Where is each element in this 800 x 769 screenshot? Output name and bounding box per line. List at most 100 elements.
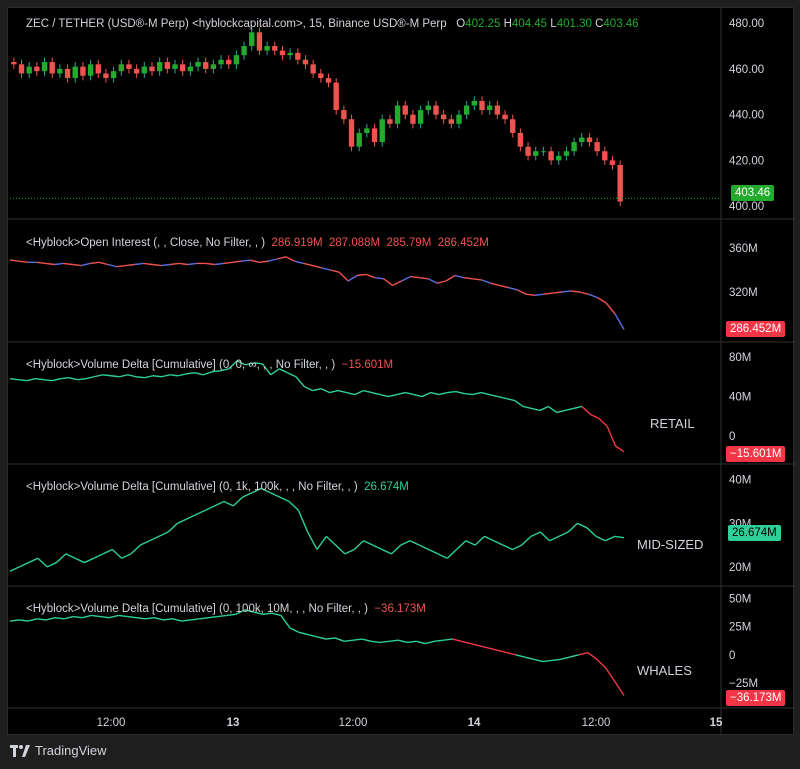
retail-series-segment bbox=[236, 360, 246, 366]
whales-series-segment bbox=[226, 613, 236, 617]
x-axis-tick: 14 bbox=[468, 717, 481, 729]
whales-series-segment bbox=[560, 656, 570, 660]
retail-series-segment bbox=[506, 397, 515, 402]
mid_sized-series-segment bbox=[353, 540, 364, 550]
retail-series-segment bbox=[68, 377, 78, 381]
retail-series-segment bbox=[295, 376, 305, 388]
retail-y-tick: 40M bbox=[729, 392, 751, 404]
whales-legend-title: <Hyblock>Volume Delta [Cumulative] (0, 1… bbox=[26, 603, 368, 615]
whales-series-segment bbox=[172, 618, 182, 622]
retail-series-segment bbox=[253, 362, 263, 365]
candle-body bbox=[180, 64, 186, 72]
retail-y-tick: 0 bbox=[729, 431, 735, 443]
oi-value-4: 286.452M bbox=[437, 237, 489, 249]
whales-series-segment bbox=[136, 617, 146, 620]
open_interest-series-segment bbox=[570, 290, 580, 293]
price-legend: ZEC / TETHER (USD®-M Perp) <hyblockcapit… bbox=[26, 18, 639, 30]
mid-sized-pane-label: MID-SIZED bbox=[637, 537, 704, 552]
candle-body bbox=[302, 59, 309, 65]
retail-series-segment bbox=[18, 379, 27, 382]
open_interest-series-segment bbox=[374, 277, 384, 280]
candle-body bbox=[333, 82, 339, 111]
open_interest-series-segment bbox=[365, 273, 376, 279]
chart-frame[interactable]: 400.00 420.00 440.00 460.00 480.00 320M 360M 0 4… bbox=[7, 7, 795, 736]
mid_sized-series-segment bbox=[149, 535, 160, 542]
candle-body bbox=[579, 137, 585, 143]
retail-series-segment bbox=[421, 391, 431, 398]
mid_sized-series-segment bbox=[186, 513, 197, 520]
open_interest-series-segment bbox=[250, 259, 260, 263]
open_interest-series-segment bbox=[125, 263, 135, 267]
retail-last-tag: −15.601M bbox=[726, 446, 786, 462]
mid_sized-series-segment bbox=[521, 535, 532, 546]
whales-series-segment bbox=[18, 619, 29, 622]
whales-series-segment bbox=[244, 609, 254, 613]
mid_sized-series-segment bbox=[223, 500, 234, 507]
whales-series-segment bbox=[127, 615, 137, 619]
candle-body bbox=[471, 100, 478, 106]
whales-series-segment bbox=[307, 633, 318, 638]
retail-series-segment bbox=[581, 405, 591, 415]
mid_sized-series-segment bbox=[614, 535, 625, 539]
retail-series-segment bbox=[615, 445, 625, 453]
whales-series-segment bbox=[262, 612, 272, 616]
open_interest-series-segment bbox=[436, 280, 447, 284]
open_interest-series-segment bbox=[152, 263, 162, 267]
mid_sized-series-segment bbox=[270, 492, 281, 498]
candle-body bbox=[310, 64, 316, 74]
mid_sized-series-segment bbox=[56, 553, 67, 564]
whales-series-segment bbox=[37, 618, 47, 621]
candle-body bbox=[226, 59, 232, 65]
mid_sized-series-segment bbox=[586, 527, 597, 537]
whales-series-segment bbox=[199, 617, 209, 620]
whales-series-segment bbox=[425, 640, 435, 645]
candle-body bbox=[586, 137, 593, 143]
open_interest-series-segment bbox=[499, 284, 509, 289]
candle-body bbox=[617, 164, 623, 202]
candle-body bbox=[387, 119, 393, 124]
price-close: 403.46 bbox=[603, 18, 639, 30]
whales-series-segment bbox=[479, 645, 489, 649]
candle-body bbox=[26, 66, 32, 74]
mid_sized-series-segment bbox=[84, 557, 95, 564]
candle-body bbox=[463, 105, 470, 115]
open_interest-series-segment bbox=[508, 286, 518, 291]
oi-last-tag: 286.452M bbox=[726, 321, 786, 337]
mid_sized-series-segment bbox=[9, 566, 20, 572]
x-axis-tick: 12:00 bbox=[97, 717, 126, 729]
open_interest-series-segment bbox=[276, 256, 287, 260]
candle-body bbox=[172, 64, 178, 69]
whales-series-segment bbox=[361, 638, 372, 642]
whales-series-segment bbox=[100, 615, 110, 619]
retail-series-segment bbox=[102, 374, 112, 377]
whales-series-segment bbox=[587, 651, 598, 660]
whales-series-segment bbox=[434, 639, 444, 643]
price-low: 401.30 bbox=[556, 18, 592, 30]
open_interest-series-segment bbox=[347, 274, 358, 282]
candle-body bbox=[118, 64, 124, 72]
open_interest-series-segment bbox=[259, 260, 269, 263]
whales-series-segment bbox=[371, 640, 381, 644]
oi-value-3: 285.79M bbox=[386, 237, 432, 249]
mid_sized-series-segment bbox=[502, 544, 513, 551]
open_interest-series-segment bbox=[9, 259, 19, 262]
retail-series-segment bbox=[564, 407, 574, 412]
candle-body bbox=[609, 160, 616, 165]
candle-body bbox=[87, 64, 94, 76]
x-axis-tick: 12:00 bbox=[582, 717, 611, 729]
mid_sized-y-tick: 40M bbox=[729, 475, 751, 487]
candle-body bbox=[279, 50, 286, 56]
candle-body bbox=[594, 142, 600, 152]
chart-canvas[interactable]: 400.00 420.00 440.00 460.00 480.00 320M 360M 0 4… bbox=[8, 8, 795, 736]
retail-series-segment bbox=[329, 389, 339, 394]
mid-legend: <Hyblock>Volume Delta [Cumulative] (0, 1… bbox=[26, 481, 409, 493]
retail-series-segment bbox=[136, 376, 145, 379]
open_interest-series-segment bbox=[241, 259, 251, 262]
candle-body bbox=[548, 151, 554, 161]
mid_sized-series-segment bbox=[595, 535, 606, 542]
retail-series-segment bbox=[363, 389, 372, 394]
open_interest-series-segment bbox=[81, 262, 91, 267]
footer-brand[interactable]: TradingView bbox=[35, 743, 107, 758]
open_interest-series-segment bbox=[419, 277, 429, 280]
open_interest-series-segment bbox=[303, 262, 313, 267]
